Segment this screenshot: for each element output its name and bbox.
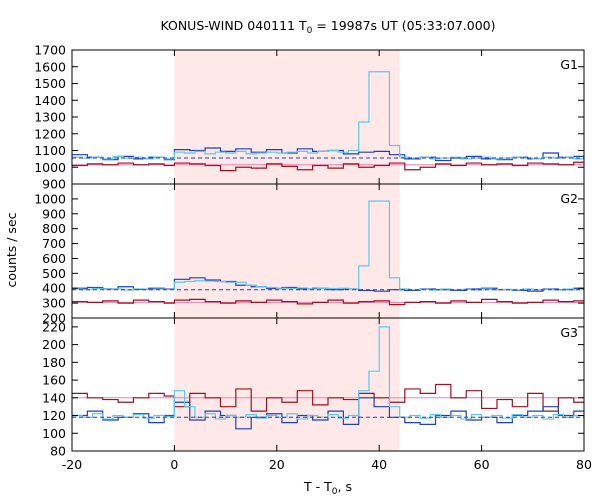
y-tick-label: 200 — [42, 311, 66, 326]
y-tick-label: 900 — [42, 177, 66, 192]
series-red-g1 — [72, 161, 584, 172]
x-tick-label: 80 — [576, 457, 592, 472]
series-layer — [72, 71, 584, 430]
panel-label-g1: G1 — [560, 57, 578, 72]
y-tick-label: 120 — [42, 408, 66, 423]
y-tick-label: 1200 — [34, 126, 66, 141]
x-tick-label: 0 — [170, 457, 178, 472]
y-tick-label: 1100 — [34, 143, 66, 158]
tick-layer: G190010001100120013001400150016001700G22… — [34, 43, 592, 473]
x-tick-label: 40 — [371, 457, 387, 472]
y-tick-label: 200 — [42, 337, 66, 352]
y-tick-label: 800 — [42, 221, 66, 236]
series-lightblue-g3 — [72, 326, 584, 420]
y-tick-label: 400 — [42, 281, 66, 296]
y-tick-label: 1300 — [34, 110, 66, 125]
y-axis-label: counts / sec — [4, 212, 19, 287]
y-tick-label: 140 — [42, 390, 66, 405]
y-tick-label: 300 — [42, 296, 66, 311]
x-axis-label: T - T0, s — [303, 479, 352, 497]
x-tick-label: 20 — [269, 457, 285, 472]
y-tick-label: 700 — [42, 236, 66, 251]
highlight-interval — [174, 50, 400, 451]
y-tick-label: 600 — [42, 251, 66, 266]
y-tick-label: 160 — [42, 373, 66, 388]
panel-g2 — [72, 200, 584, 306]
y-tick-label: 1600 — [34, 59, 66, 74]
chart-title: KONUS-WIND 040111 T0 = 19987s UT (05:33:… — [160, 18, 495, 36]
x-tick-label: -20 — [62, 457, 82, 472]
panel-label-g2: G2 — [560, 191, 578, 206]
y-tick-label: 1000 — [34, 191, 66, 206]
y-tick-label: 1500 — [34, 76, 66, 91]
series-red-g3 — [72, 383, 584, 412]
y-tick-label: 180 — [42, 355, 66, 370]
panel-frame-g3 — [71, 317, 585, 452]
y-tick-label: 220 — [42, 319, 66, 334]
y-tick-label: 1000 — [34, 160, 66, 175]
y-tick-label: 1400 — [34, 93, 66, 108]
x-tick-label: 60 — [474, 457, 490, 472]
y-tick-label: 900 — [42, 206, 66, 221]
highlight-layer — [174, 50, 400, 451]
y-tick-label: 80 — [50, 444, 66, 459]
panel-label-g3: G3 — [560, 325, 578, 340]
y-tick-label: 500 — [42, 266, 66, 281]
series-lightblue-g1 — [72, 71, 584, 160]
panel-g1 — [72, 71, 584, 172]
panel-g3 — [72, 326, 584, 430]
y-tick-label: 100 — [42, 426, 66, 441]
y-tick-label: 1700 — [34, 43, 66, 58]
series-red-g2 — [72, 298, 584, 306]
